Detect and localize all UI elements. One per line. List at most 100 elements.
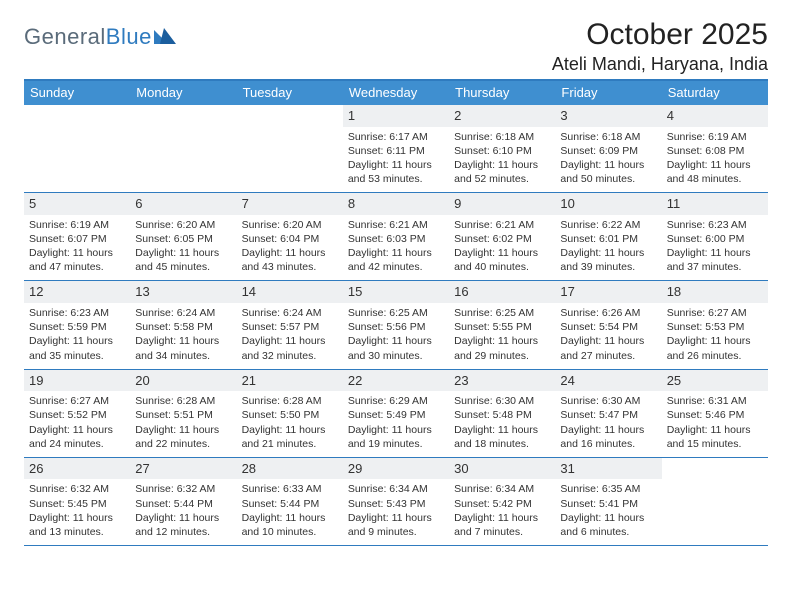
sunset-text: Sunset: 5:52 PM (29, 408, 125, 422)
weekday-label: Wednesday (343, 81, 449, 105)
calendar-day-cell: 18Sunrise: 6:27 AMSunset: 5:53 PMDayligh… (662, 281, 768, 368)
sunrise-text: Sunrise: 6:19 AM (667, 130, 763, 144)
title-block: October 2025 Ateli Mandi, Haryana, India (552, 18, 768, 75)
sunset-text: Sunset: 5:45 PM (29, 497, 125, 511)
calendar-day-cell: 24Sunrise: 6:30 AMSunset: 5:47 PMDayligh… (555, 370, 661, 457)
calendar-day-cell: 25Sunrise: 6:31 AMSunset: 5:46 PMDayligh… (662, 370, 768, 457)
day-number: 28 (237, 458, 343, 480)
sunrise-text: Sunrise: 6:18 AM (454, 130, 550, 144)
daylight-text: Daylight: 11 hours and 43 minutes. (242, 246, 338, 274)
calendar-day-cell: 6Sunrise: 6:20 AMSunset: 6:05 PMDaylight… (130, 193, 236, 280)
sunset-text: Sunset: 5:55 PM (454, 320, 550, 334)
weekday-label: Saturday (662, 81, 768, 105)
daylight-text: Daylight: 11 hours and 19 minutes. (348, 423, 444, 451)
sunset-text: Sunset: 6:07 PM (29, 232, 125, 246)
daylight-text: Daylight: 11 hours and 52 minutes. (454, 158, 550, 186)
sunrise-text: Sunrise: 6:35 AM (560, 482, 656, 496)
calendar-week-row: 1Sunrise: 6:17 AMSunset: 6:11 PMDaylight… (24, 105, 768, 193)
brand-text: GeneralBlue (24, 24, 152, 50)
sunset-text: Sunset: 6:04 PM (242, 232, 338, 246)
sunset-text: Sunset: 5:44 PM (135, 497, 231, 511)
sunrise-text: Sunrise: 6:19 AM (29, 218, 125, 232)
sunset-text: Sunset: 6:01 PM (560, 232, 656, 246)
sunrise-text: Sunrise: 6:28 AM (135, 394, 231, 408)
sunset-text: Sunset: 6:08 PM (667, 144, 763, 158)
daylight-text: Daylight: 11 hours and 45 minutes. (135, 246, 231, 274)
sunrise-text: Sunrise: 6:28 AM (242, 394, 338, 408)
calendar: Sunday Monday Tuesday Wednesday Thursday… (24, 79, 768, 546)
weekday-header: Sunday Monday Tuesday Wednesday Thursday… (24, 81, 768, 105)
daylight-text: Daylight: 11 hours and 15 minutes. (667, 423, 763, 451)
daylight-text: Daylight: 11 hours and 9 minutes. (348, 511, 444, 539)
sunrise-text: Sunrise: 6:32 AM (135, 482, 231, 496)
day-number: 4 (662, 105, 768, 127)
calendar-day-cell: 9Sunrise: 6:21 AMSunset: 6:02 PMDaylight… (449, 193, 555, 280)
daylight-text: Daylight: 11 hours and 13 minutes. (29, 511, 125, 539)
month-title: October 2025 (552, 18, 768, 52)
sunrise-text: Sunrise: 6:27 AM (29, 394, 125, 408)
header: GeneralBlue October 2025 Ateli Mandi, Ha… (24, 18, 768, 75)
calendar-day-cell: 31Sunrise: 6:35 AMSunset: 5:41 PMDayligh… (555, 458, 661, 545)
daylight-text: Daylight: 11 hours and 48 minutes. (667, 158, 763, 186)
calendar-week-row: 26Sunrise: 6:32 AMSunset: 5:45 PMDayligh… (24, 458, 768, 546)
calendar-day-cell: 14Sunrise: 6:24 AMSunset: 5:57 PMDayligh… (237, 281, 343, 368)
day-number: 1 (343, 105, 449, 127)
daylight-text: Daylight: 11 hours and 50 minutes. (560, 158, 656, 186)
sunrise-text: Sunrise: 6:26 AM (560, 306, 656, 320)
brand-part2: Blue (106, 24, 152, 49)
calendar-day-cell: 12Sunrise: 6:23 AMSunset: 5:59 PMDayligh… (24, 281, 130, 368)
daylight-text: Daylight: 11 hours and 40 minutes. (454, 246, 550, 274)
sunrise-text: Sunrise: 6:30 AM (560, 394, 656, 408)
day-number: 9 (449, 193, 555, 215)
calendar-day-cell: 17Sunrise: 6:26 AMSunset: 5:54 PMDayligh… (555, 281, 661, 368)
calendar-weeks: 1Sunrise: 6:17 AMSunset: 6:11 PMDaylight… (24, 105, 768, 546)
day-number: 17 (555, 281, 661, 303)
sunrise-text: Sunrise: 6:27 AM (667, 306, 763, 320)
calendar-day-cell: 30Sunrise: 6:34 AMSunset: 5:42 PMDayligh… (449, 458, 555, 545)
sunrise-text: Sunrise: 6:21 AM (348, 218, 444, 232)
daylight-text: Daylight: 11 hours and 27 minutes. (560, 334, 656, 362)
sunrise-text: Sunrise: 6:34 AM (348, 482, 444, 496)
daylight-text: Daylight: 11 hours and 12 minutes. (135, 511, 231, 539)
daylight-text: Daylight: 11 hours and 53 minutes. (348, 158, 444, 186)
day-number: 2 (449, 105, 555, 127)
sunrise-text: Sunrise: 6:33 AM (242, 482, 338, 496)
calendar-day-cell: 13Sunrise: 6:24 AMSunset: 5:58 PMDayligh… (130, 281, 236, 368)
calendar-day-cell: 23Sunrise: 6:30 AMSunset: 5:48 PMDayligh… (449, 370, 555, 457)
sunset-text: Sunset: 6:03 PM (348, 232, 444, 246)
daylight-text: Daylight: 11 hours and 47 minutes. (29, 246, 125, 274)
sunrise-text: Sunrise: 6:32 AM (29, 482, 125, 496)
day-number: 23 (449, 370, 555, 392)
calendar-day-cell: 27 Sunrise: 6:32 AMSunset: 5:44 PMDayligh… (130, 458, 236, 545)
sunrise-text: Sunrise: 6:34 AM (454, 482, 550, 496)
sunset-text: Sunset: 6:11 PM (348, 144, 444, 158)
sunset-text: Sunset: 5:44 PM (242, 497, 338, 511)
calendar-day-cell: 3Sunrise: 6:18 AMSunset: 6:09 PMDaylight… (555, 105, 661, 192)
sunset-text: Sunset: 5:47 PM (560, 408, 656, 422)
day-number: 18 (662, 281, 768, 303)
sunset-text: Sunset: 5:51 PM (135, 408, 231, 422)
sunset-text: Sunset: 6:02 PM (454, 232, 550, 246)
sunrise-text: Sunrise: 6:25 AM (348, 306, 444, 320)
calendar-blank-cell (24, 105, 130, 192)
calendar-day-cell: 8Sunrise: 6:21 AMSunset: 6:03 PMDaylight… (343, 193, 449, 280)
calendar-day-cell: 28Sunrise: 6:33 AMSunset: 5:44 PMDayligh… (237, 458, 343, 545)
triangle-icon (154, 26, 176, 49)
sunset-text: Sunset: 5:46 PM (667, 408, 763, 422)
calendar-day-cell: 16Sunrise: 6:25 AMSunset: 5:55 PMDayligh… (449, 281, 555, 368)
day-number: 30 (449, 458, 555, 480)
daylight-text: Daylight: 11 hours and 37 minutes. (667, 246, 763, 274)
day-number: 6 (130, 193, 236, 215)
day-number: 27 (130, 458, 236, 480)
daylight-text: Daylight: 11 hours and 7 minutes. (454, 511, 550, 539)
calendar-day-cell: 5Sunrise: 6:19 AMSunset: 6:07 PMDaylight… (24, 193, 130, 280)
day-number: 3 (555, 105, 661, 127)
calendar-week-row: 12Sunrise: 6:23 AMSunset: 5:59 PMDayligh… (24, 281, 768, 369)
calendar-day-cell: 22Sunrise: 6:29 AMSunset: 5:49 PMDayligh… (343, 370, 449, 457)
calendar-day-cell: 21Sunrise: 6:28 AMSunset: 5:50 PMDayligh… (237, 370, 343, 457)
daylight-text: Daylight: 11 hours and 26 minutes. (667, 334, 763, 362)
day-number: 19 (24, 370, 130, 392)
day-number: 7 (237, 193, 343, 215)
sunrise-text: Sunrise: 6:24 AM (135, 306, 231, 320)
sunset-text: Sunset: 5:56 PM (348, 320, 444, 334)
